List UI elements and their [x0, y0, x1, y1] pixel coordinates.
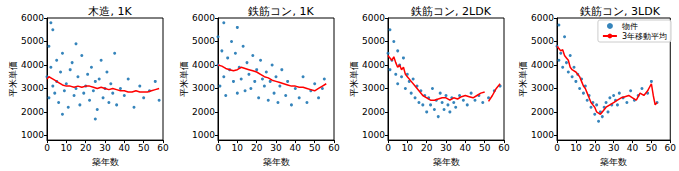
- svg-text:60: 60: [328, 143, 340, 153]
- svg-text:6000: 6000: [362, 13, 385, 23]
- svg-text:60: 60: [498, 143, 510, 153]
- svg-text:2000: 2000: [362, 107, 385, 117]
- svg-text:1000: 1000: [362, 130, 385, 140]
- svg-text:50: 50: [138, 143, 150, 153]
- svg-text:2000: 2000: [531, 107, 554, 117]
- svg-text:50: 50: [646, 143, 658, 153]
- svg-text:5000: 5000: [21, 36, 44, 46]
- svg-text:30: 30: [608, 143, 620, 153]
- svg-text:6000: 6000: [192, 13, 215, 23]
- svg-text:3000: 3000: [21, 83, 44, 93]
- svg-text:0: 0: [385, 143, 391, 153]
- svg-text:鉄筋コン, 1K: 鉄筋コン, 1K: [248, 5, 314, 18]
- svg-text:1000: 1000: [21, 130, 44, 140]
- svg-text:20: 20: [589, 143, 601, 153]
- svg-text:2000: 2000: [192, 107, 215, 117]
- svg-text:20: 20: [421, 143, 433, 153]
- svg-text:5000: 5000: [362, 36, 385, 46]
- svg-text:0: 0: [215, 143, 221, 153]
- svg-text:20: 20: [251, 143, 263, 153]
- svg-text:60: 60: [157, 143, 169, 153]
- svg-text:築年数: 築年数: [600, 157, 627, 167]
- svg-text:3000: 3000: [362, 83, 385, 93]
- svg-text:50: 50: [479, 143, 491, 153]
- svg-text:木造, 1K: 木造, 1K: [88, 5, 132, 18]
- svg-text:40: 40: [290, 143, 302, 153]
- svg-text:平米単価: 平米単価: [349, 61, 359, 97]
- svg-text:1000: 1000: [192, 130, 215, 140]
- svg-text:30: 30: [99, 143, 111, 153]
- svg-text:50: 50: [309, 143, 321, 153]
- svg-text:10: 10: [61, 143, 73, 153]
- svg-text:鉄筋コン, 2LDK: 鉄筋コン, 2LDK: [411, 5, 492, 18]
- svg-text:平米単価: 平米単価: [518, 61, 528, 97]
- svg-text:10: 10: [570, 143, 582, 153]
- svg-text:10: 10: [402, 143, 414, 153]
- svg-text:5000: 5000: [192, 36, 215, 46]
- svg-text:30: 30: [440, 143, 452, 153]
- svg-text:平米単価: 平米単価: [8, 61, 18, 97]
- svg-text:物件: 物件: [622, 22, 638, 31]
- svg-text:6000: 6000: [531, 13, 554, 23]
- svg-text:4000: 4000: [192, 60, 215, 70]
- svg-text:40: 40: [627, 143, 639, 153]
- svg-text:40: 40: [460, 143, 472, 153]
- svg-text:鉄筋コン, 3LDK: 鉄筋コン, 3LDK: [580, 5, 661, 18]
- svg-text:20: 20: [80, 143, 92, 153]
- svg-text:10: 10: [232, 143, 244, 153]
- svg-text:築年数: 築年数: [92, 157, 119, 167]
- svg-text:5000: 5000: [531, 36, 554, 46]
- svg-text:6000: 6000: [21, 13, 44, 23]
- svg-text:30: 30: [270, 143, 282, 153]
- svg-text:4000: 4000: [21, 60, 44, 70]
- svg-text:3年移動平均: 3年移動平均: [622, 32, 667, 41]
- svg-text:0: 0: [44, 143, 50, 153]
- svg-text:0: 0: [554, 143, 560, 153]
- svg-text:40: 40: [119, 143, 131, 153]
- svg-text:2000: 2000: [21, 107, 44, 117]
- svg-text:平米単価: 平米単価: [179, 61, 189, 97]
- svg-text:築年数: 築年数: [263, 157, 290, 167]
- svg-text:3000: 3000: [192, 83, 215, 93]
- svg-text:築年数: 築年数: [433, 157, 460, 167]
- svg-text:4000: 4000: [531, 60, 554, 70]
- svg-text:60: 60: [665, 143, 677, 153]
- svg-text:1000: 1000: [531, 130, 554, 140]
- svg-text:3000: 3000: [531, 83, 554, 93]
- svg-text:4000: 4000: [362, 60, 385, 70]
